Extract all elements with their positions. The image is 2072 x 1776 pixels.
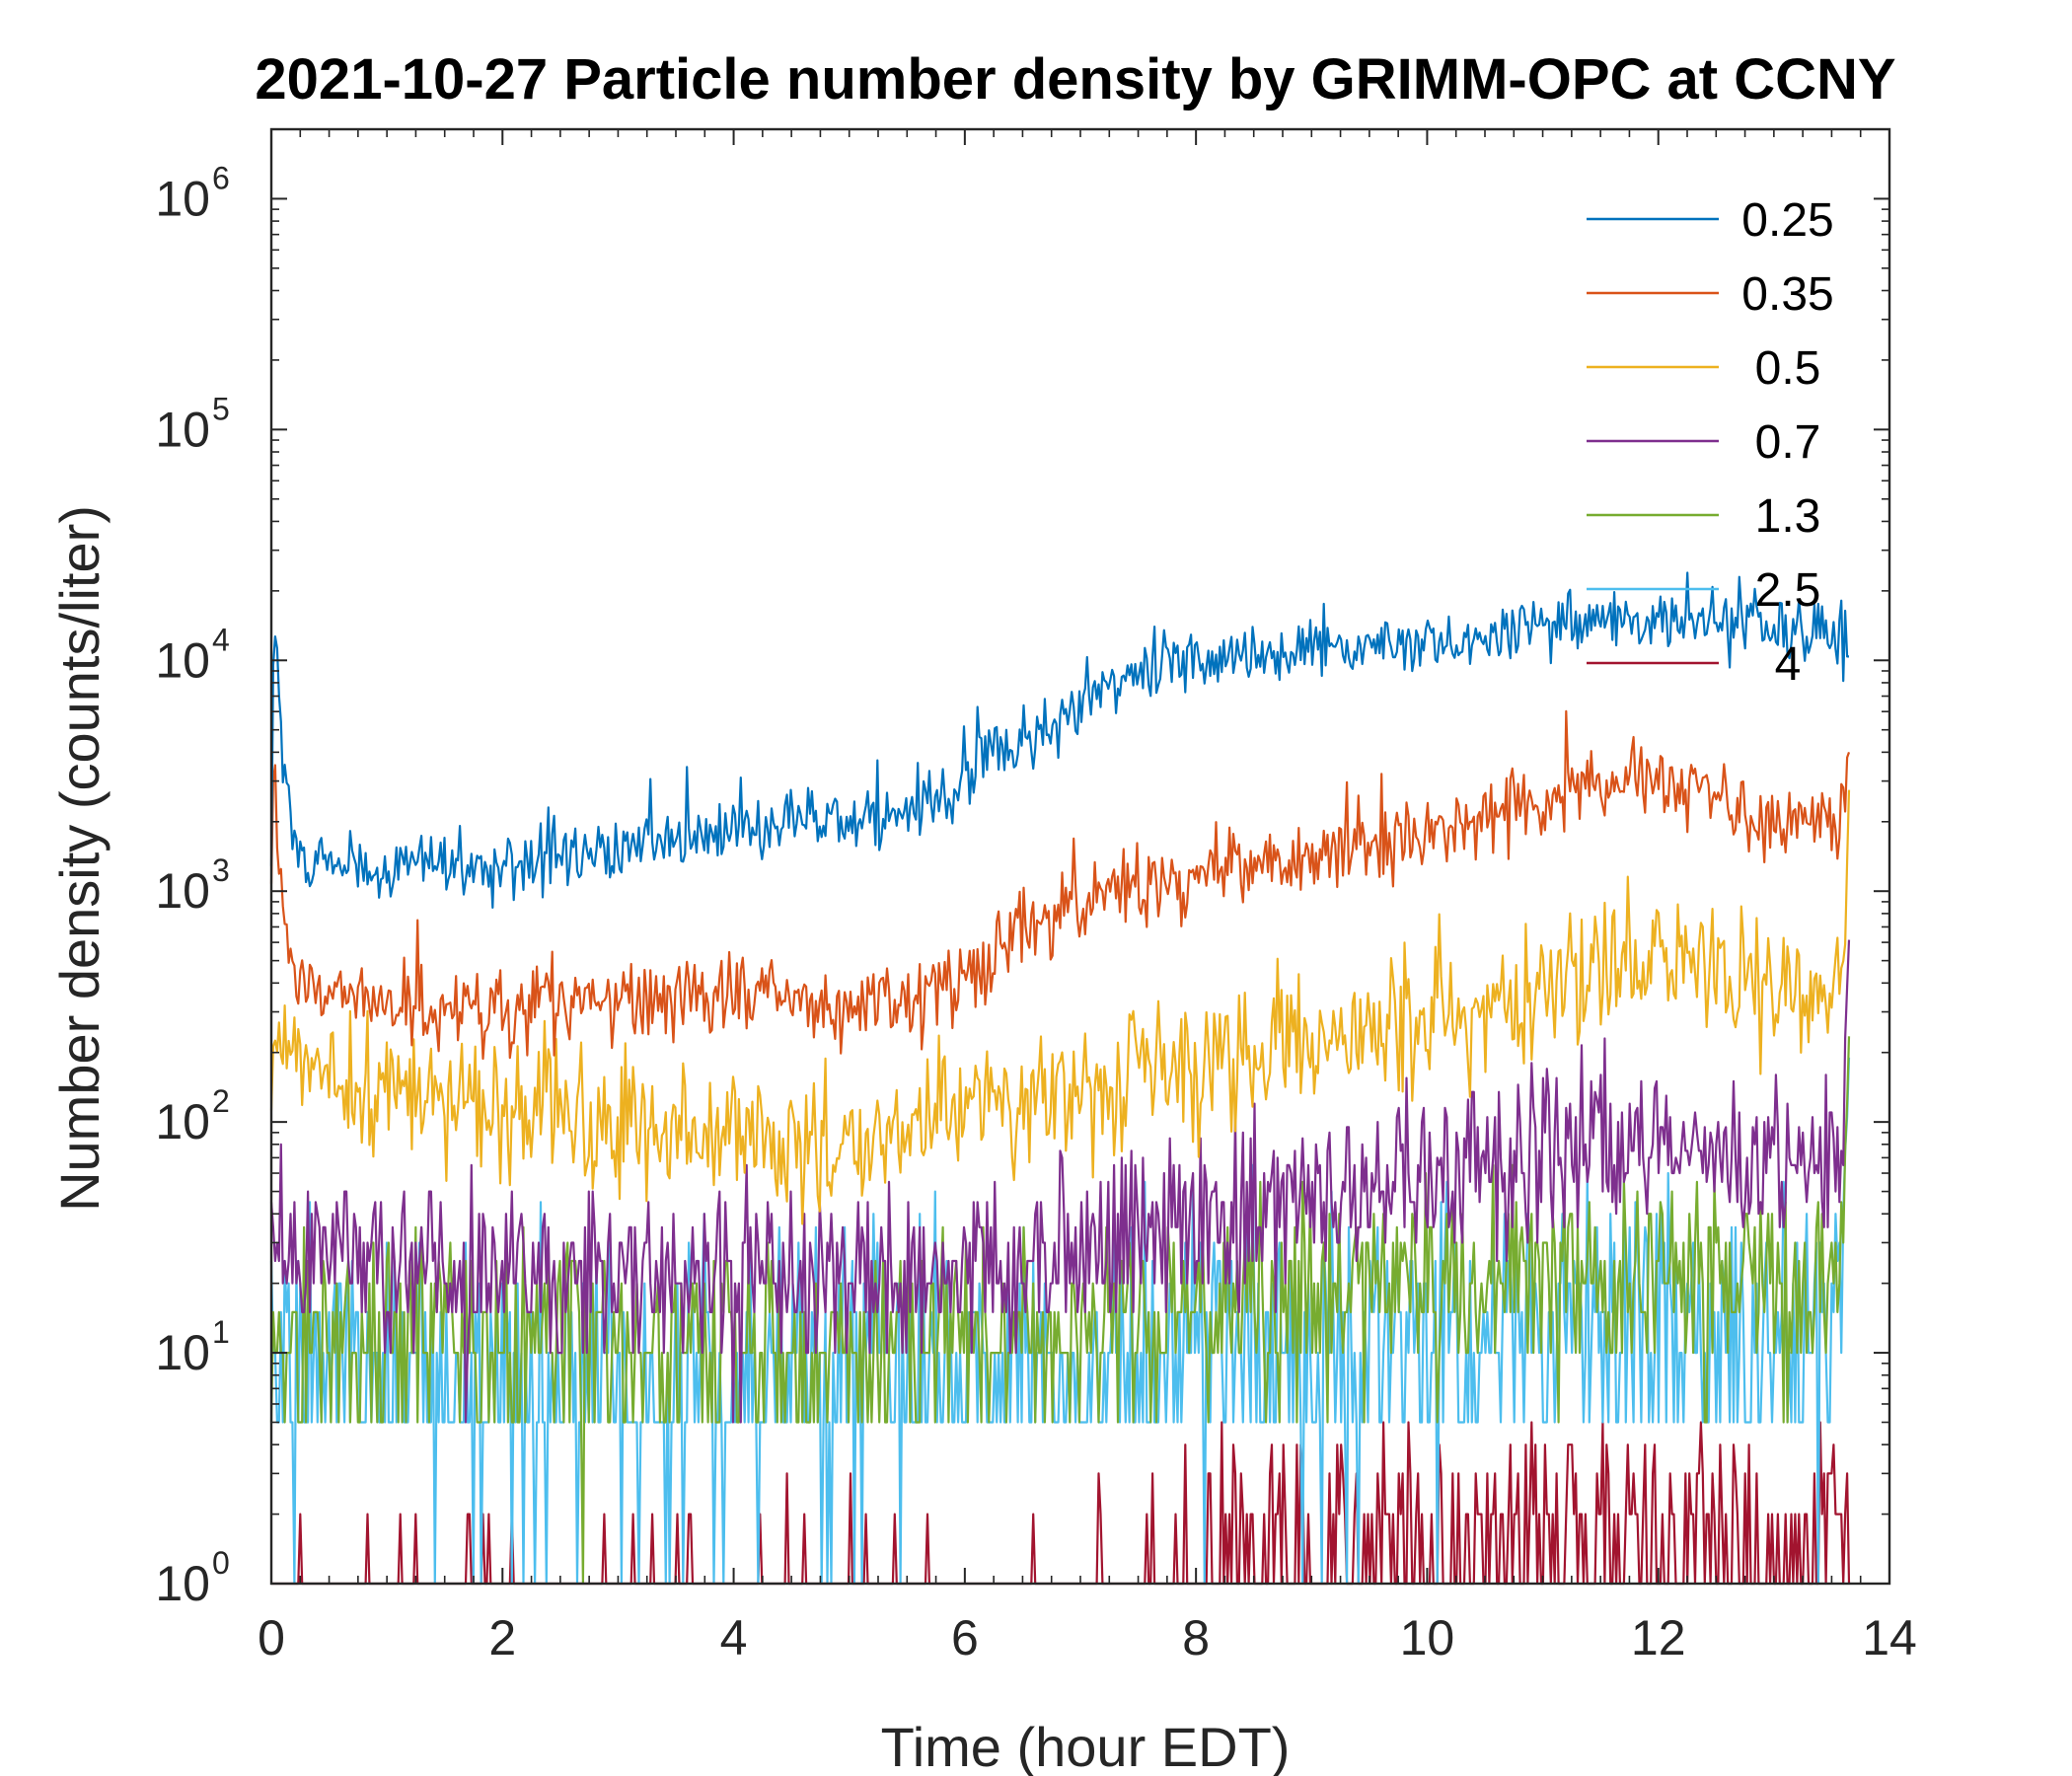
legend-label-1_3: 1.3 xyxy=(1755,490,1821,543)
series-line-0_5 xyxy=(269,789,1851,1225)
x-tick-label: 8 xyxy=(1182,1610,1210,1665)
legend: 0.25 0.35 0.5 0.7 1.3 2.5 4 xyxy=(1587,194,1834,691)
x-axis-label: Time (hour EDT) xyxy=(881,1716,1291,1776)
y-tick-exponent: 6 xyxy=(212,160,230,195)
legend-label-0_5: 0.5 xyxy=(1755,342,1821,395)
y-tick-exponent: 1 xyxy=(212,1314,230,1350)
y-tick-label: 10 xyxy=(155,1556,210,1611)
x-tick-label: 10 xyxy=(1400,1610,1455,1665)
y-tick-label: 10 xyxy=(155,1094,210,1149)
x-tick-label: 14 xyxy=(1862,1610,1917,1665)
legend-label-0_7: 0.7 xyxy=(1755,416,1821,469)
series-line-0_7 xyxy=(269,939,1851,1424)
y-tick-exponent: 0 xyxy=(212,1545,230,1581)
y-tick-exponent: 4 xyxy=(212,622,230,657)
y-tick-label: 10 xyxy=(155,171,210,226)
x-tick-label: 4 xyxy=(720,1610,748,1665)
y-tick-exponent: 3 xyxy=(212,852,230,888)
x-tick-label: 12 xyxy=(1631,1610,1686,1665)
y-tick-exponent: 2 xyxy=(212,1083,230,1119)
plot-series-group xyxy=(269,571,1851,1586)
x-tick-label: 0 xyxy=(258,1610,285,1665)
chart-title: 2021-10-27 Particle number density by GR… xyxy=(255,47,1895,111)
legend-label-2_5: 2.5 xyxy=(1755,564,1821,617)
y-tick-label: 10 xyxy=(155,1325,210,1380)
series-line-0_25 xyxy=(269,571,1849,909)
series-line-1_3 xyxy=(269,1036,1851,1586)
legend-label-0_35: 0.35 xyxy=(1741,268,1833,321)
series-line-0_35 xyxy=(269,709,1851,1061)
legend-label-4: 4 xyxy=(1775,638,1802,691)
y-tick-label: 10 xyxy=(155,402,210,457)
y-tick-exponent: 5 xyxy=(212,391,230,426)
y-tick-label: 10 xyxy=(155,632,210,688)
y-tick-label: 10 xyxy=(155,863,210,919)
x-tick-label: 2 xyxy=(488,1610,516,1665)
x-tick-label: 6 xyxy=(951,1610,979,1665)
y-axis-label: Number density (counts/liter) xyxy=(48,505,111,1212)
legend-label-0_25: 0.25 xyxy=(1741,194,1833,247)
